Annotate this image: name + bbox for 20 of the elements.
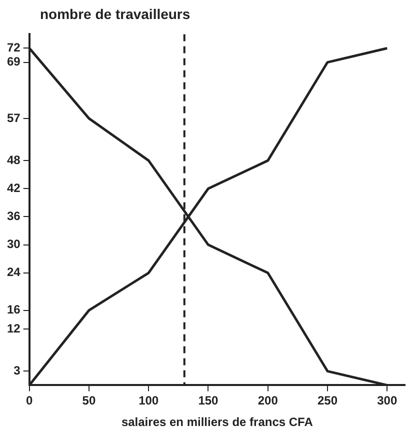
x-axis-title: salaires en milliers de francs CFA: [121, 415, 314, 430]
y-tick-label: 16: [6, 302, 21, 317]
y-tick-label: 36: [6, 209, 21, 224]
y-tick-label: 69: [6, 54, 21, 69]
x-tick-label: 0: [26, 394, 34, 408]
y-tick-label: 57: [6, 110, 21, 125]
x-tick-label: 50: [82, 394, 96, 408]
y-tick-label: 42: [6, 180, 21, 195]
y-tick-label: 24: [6, 265, 21, 280]
y-tick-label: 30: [6, 237, 21, 252]
x-tick-label: 150: [198, 394, 219, 408]
y-tick-label: 48: [6, 152, 21, 167]
x-tick-label: 100: [138, 394, 159, 408]
x-tick-label: 300: [377, 394, 398, 408]
y-tick-label: 3: [14, 363, 21, 378]
y-tick-label: 72: [6, 40, 21, 55]
y-axis-title: nombre de travailleurs: [40, 6, 190, 22]
x-tick-label: 200: [258, 394, 278, 408]
y-tick-label: 12: [6, 321, 21, 336]
x-tick-label: 250: [317, 394, 338, 408]
